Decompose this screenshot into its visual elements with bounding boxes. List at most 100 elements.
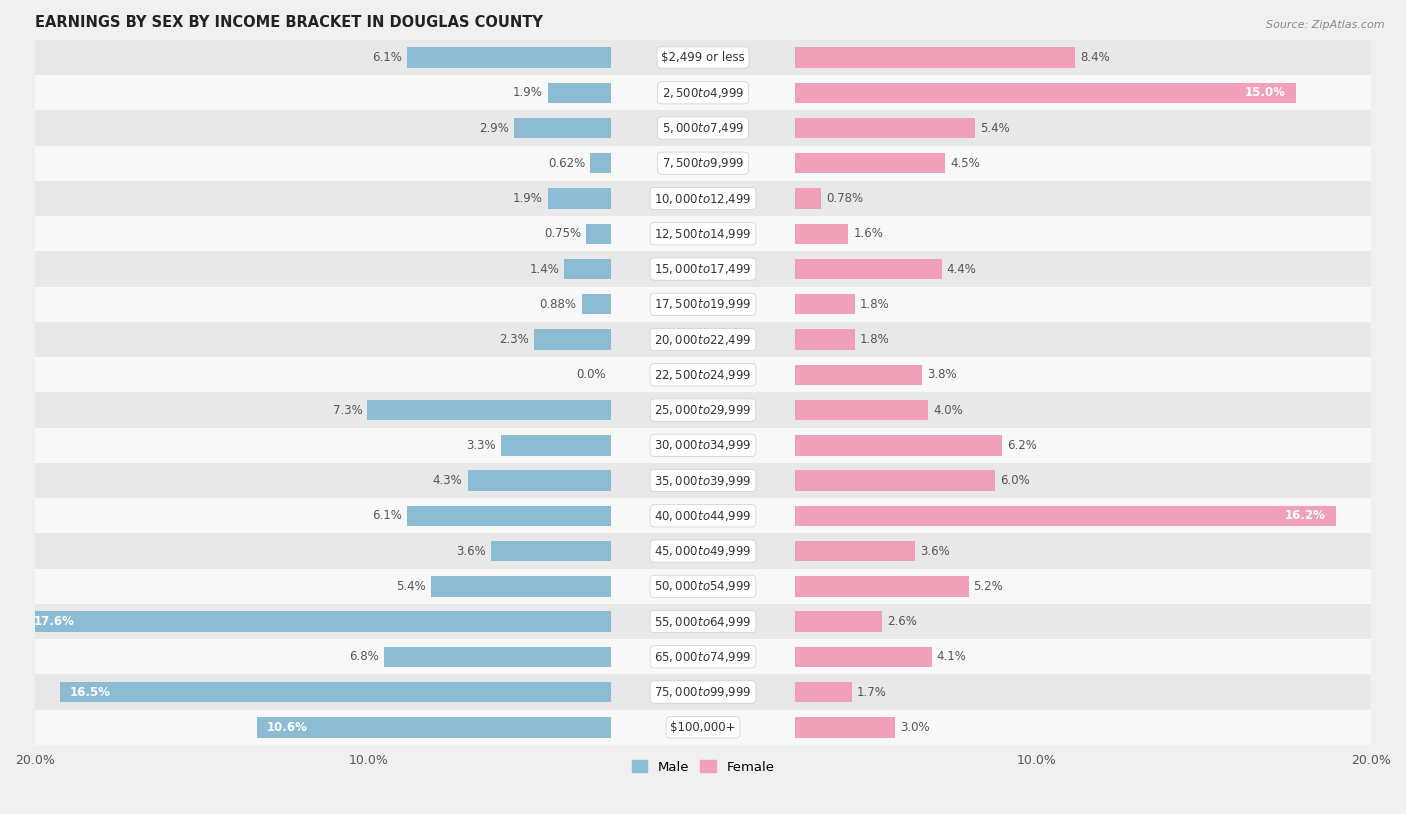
Text: 0.62%: 0.62% [548,157,585,170]
Bar [794,435,1002,456]
Text: 1.8%: 1.8% [860,333,890,346]
Bar [35,569,1371,604]
Bar [586,224,612,244]
Text: $55,000 to $64,999: $55,000 to $64,999 [654,615,752,628]
Bar [794,717,896,737]
Text: 6.1%: 6.1% [373,510,402,523]
Bar [534,330,612,350]
Text: 4.5%: 4.5% [950,157,980,170]
Text: 4.4%: 4.4% [946,263,977,275]
Text: 4.1%: 4.1% [936,650,967,663]
Text: 3.6%: 3.6% [920,545,950,558]
Bar [794,646,932,667]
Bar [257,717,612,737]
Bar [35,463,1371,498]
Text: 3.8%: 3.8% [927,368,956,381]
Bar [35,675,1371,710]
Bar [35,75,1371,111]
Bar [35,533,1371,569]
Text: 1.9%: 1.9% [513,192,543,205]
Bar [35,498,1371,533]
Text: 2.3%: 2.3% [499,333,529,346]
Bar [501,435,612,456]
Bar [35,40,1371,75]
Text: $40,000 to $44,999: $40,000 to $44,999 [654,509,752,523]
Bar [35,357,1371,392]
Bar [35,181,1371,217]
Text: 6.1%: 6.1% [373,51,402,64]
Text: $2,499 or less: $2,499 or less [661,51,745,64]
Text: 3.6%: 3.6% [456,545,486,558]
Text: $50,000 to $54,999: $50,000 to $54,999 [654,580,752,593]
Bar [794,576,969,597]
Bar [24,611,612,632]
Text: 4.3%: 4.3% [433,474,463,487]
Bar [408,505,612,526]
Text: $20,000 to $22,499: $20,000 to $22,499 [654,333,752,347]
Text: $7,500 to $9,999: $7,500 to $9,999 [662,156,744,170]
Bar [35,639,1371,675]
Bar [794,540,915,562]
Text: 5.2%: 5.2% [973,580,1004,593]
Bar [35,111,1371,146]
Text: $65,000 to $74,999: $65,000 to $74,999 [654,650,752,663]
Text: 16.2%: 16.2% [1285,510,1326,523]
Text: $2,500 to $4,999: $2,500 to $4,999 [662,85,744,100]
Text: $15,000 to $17,499: $15,000 to $17,499 [654,262,752,276]
Text: EARNINGS BY SEX BY INCOME BRACKET IN DOUGLAS COUNTY: EARNINGS BY SEX BY INCOME BRACKET IN DOU… [35,15,543,30]
Text: 0.78%: 0.78% [825,192,863,205]
Text: 1.7%: 1.7% [856,685,887,698]
Bar [794,400,928,420]
Bar [591,153,612,173]
Bar [794,365,922,385]
Bar [548,188,612,208]
Bar [430,576,612,597]
Text: $12,500 to $14,999: $12,500 to $14,999 [654,227,752,241]
Text: 1.8%: 1.8% [860,298,890,311]
Text: 15.0%: 15.0% [1244,86,1286,99]
Text: 1.6%: 1.6% [853,227,883,240]
Bar [35,252,1371,287]
Text: 1.9%: 1.9% [513,86,543,99]
Bar [35,710,1371,745]
Text: $22,500 to $24,999: $22,500 to $24,999 [654,368,752,382]
Bar [794,47,1076,68]
Text: 3.0%: 3.0% [900,721,929,733]
Bar [794,330,855,350]
Text: 10.6%: 10.6% [267,721,308,733]
Bar [564,259,612,279]
Bar [35,427,1371,463]
Text: 1.4%: 1.4% [530,263,560,275]
Bar [468,470,612,491]
Text: 0.75%: 0.75% [544,227,581,240]
Text: 7.3%: 7.3% [333,404,363,417]
Text: $17,500 to $19,999: $17,500 to $19,999 [654,297,752,311]
Bar [794,611,882,632]
Text: 5.4%: 5.4% [980,121,1010,134]
Text: Source: ZipAtlas.com: Source: ZipAtlas.com [1267,20,1385,30]
Text: $35,000 to $39,999: $35,000 to $39,999 [654,474,752,488]
Text: $25,000 to $29,999: $25,000 to $29,999 [654,403,752,417]
Text: 5.4%: 5.4% [396,580,426,593]
Text: 2.9%: 2.9% [479,121,509,134]
Bar [35,217,1371,252]
Bar [367,400,612,420]
Bar [794,82,1296,103]
Bar [794,118,976,138]
Bar [60,682,612,702]
Text: 2.6%: 2.6% [887,615,917,628]
Text: $75,000 to $99,999: $75,000 to $99,999 [654,685,752,699]
Bar [35,146,1371,181]
Text: $30,000 to $34,999: $30,000 to $34,999 [654,438,752,453]
Text: $45,000 to $49,999: $45,000 to $49,999 [654,544,752,558]
Bar [794,505,1336,526]
Text: 3.3%: 3.3% [467,439,496,452]
Text: 6.2%: 6.2% [1007,439,1036,452]
Text: 8.4%: 8.4% [1080,51,1111,64]
Bar [794,294,855,314]
Text: 17.6%: 17.6% [34,615,75,628]
Bar [491,540,612,562]
Text: 0.88%: 0.88% [540,298,576,311]
Text: $5,000 to $7,499: $5,000 to $7,499 [662,121,744,135]
Text: 0.0%: 0.0% [576,368,606,381]
